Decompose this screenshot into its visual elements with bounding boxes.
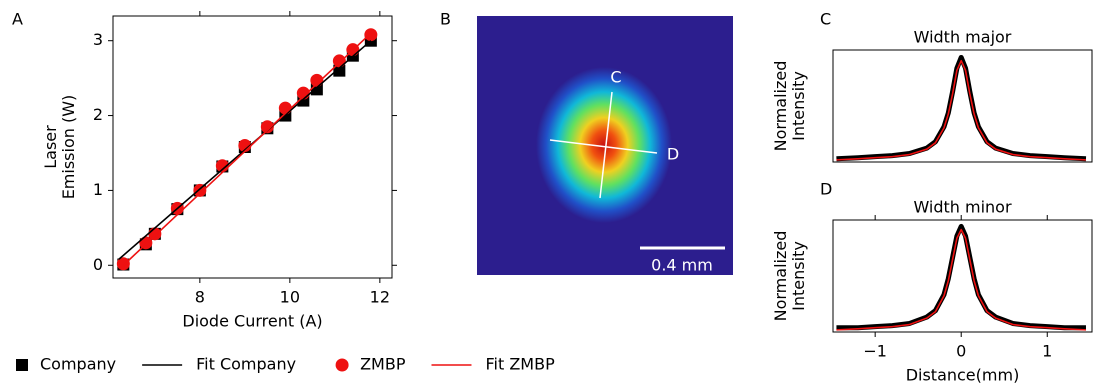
legend-label: Company — [40, 355, 116, 374]
y-tick-label: 0 — [93, 255, 103, 274]
marker — [148, 227, 161, 240]
x-tick-label: −1 — [863, 342, 887, 361]
fit-line — [123, 33, 371, 265]
x-tick-label: 10 — [280, 288, 300, 307]
y-axis-label: Normalized Intensity — [772, 51, 808, 161]
x-tick-label: 12 — [370, 288, 390, 307]
annotation: D — [667, 145, 679, 164]
panel-label: C — [820, 10, 831, 29]
x-axis-label: Distance(mm) — [906, 366, 1020, 383]
legend-label: Fit ZMBP — [485, 355, 555, 374]
x-axis-label: Diode Current (A) — [182, 312, 322, 331]
y-tick-label: 2 — [93, 105, 103, 124]
chart-title: Width major — [914, 28, 1012, 47]
marker — [333, 54, 346, 67]
fit-line — [836, 230, 1086, 330]
legend-label: ZMBP — [360, 355, 406, 374]
fit-line — [836, 61, 1086, 160]
y-axis-label: Laser Emission (W) — [42, 92, 78, 202]
marker — [364, 28, 377, 41]
fit-line — [119, 41, 371, 260]
legend-label: Fit Company — [196, 355, 296, 374]
annotation: C — [610, 68, 621, 87]
legend-marker — [16, 359, 28, 371]
x-tick-label: 1 — [1042, 342, 1052, 361]
x-tick-label: 0 — [956, 342, 966, 361]
chart-title: Width minor — [913, 198, 1012, 217]
panel-label: A — [12, 10, 23, 29]
chart: A810120123Diode Current (A)CompanyFit Co… — [0, 0, 1094, 383]
beam-spot — [536, 67, 672, 223]
plot-frame — [833, 220, 1092, 332]
x-tick-label: 8 — [195, 288, 205, 307]
figure: A810120123Diode Current (A)CompanyFit Co… — [0, 0, 1094, 383]
y-tick-label: 1 — [93, 180, 103, 199]
scale-bar-label: 0.4 mm — [651, 256, 713, 275]
y-axis-label: Normalized Intensity — [772, 221, 808, 331]
panel-label: B — [440, 10, 451, 29]
panel-label: D — [820, 180, 832, 199]
data-trace — [836, 226, 1086, 327]
data-trace — [836, 57, 1086, 158]
y-tick-label: 3 — [93, 30, 103, 49]
legend-marker — [336, 359, 349, 372]
